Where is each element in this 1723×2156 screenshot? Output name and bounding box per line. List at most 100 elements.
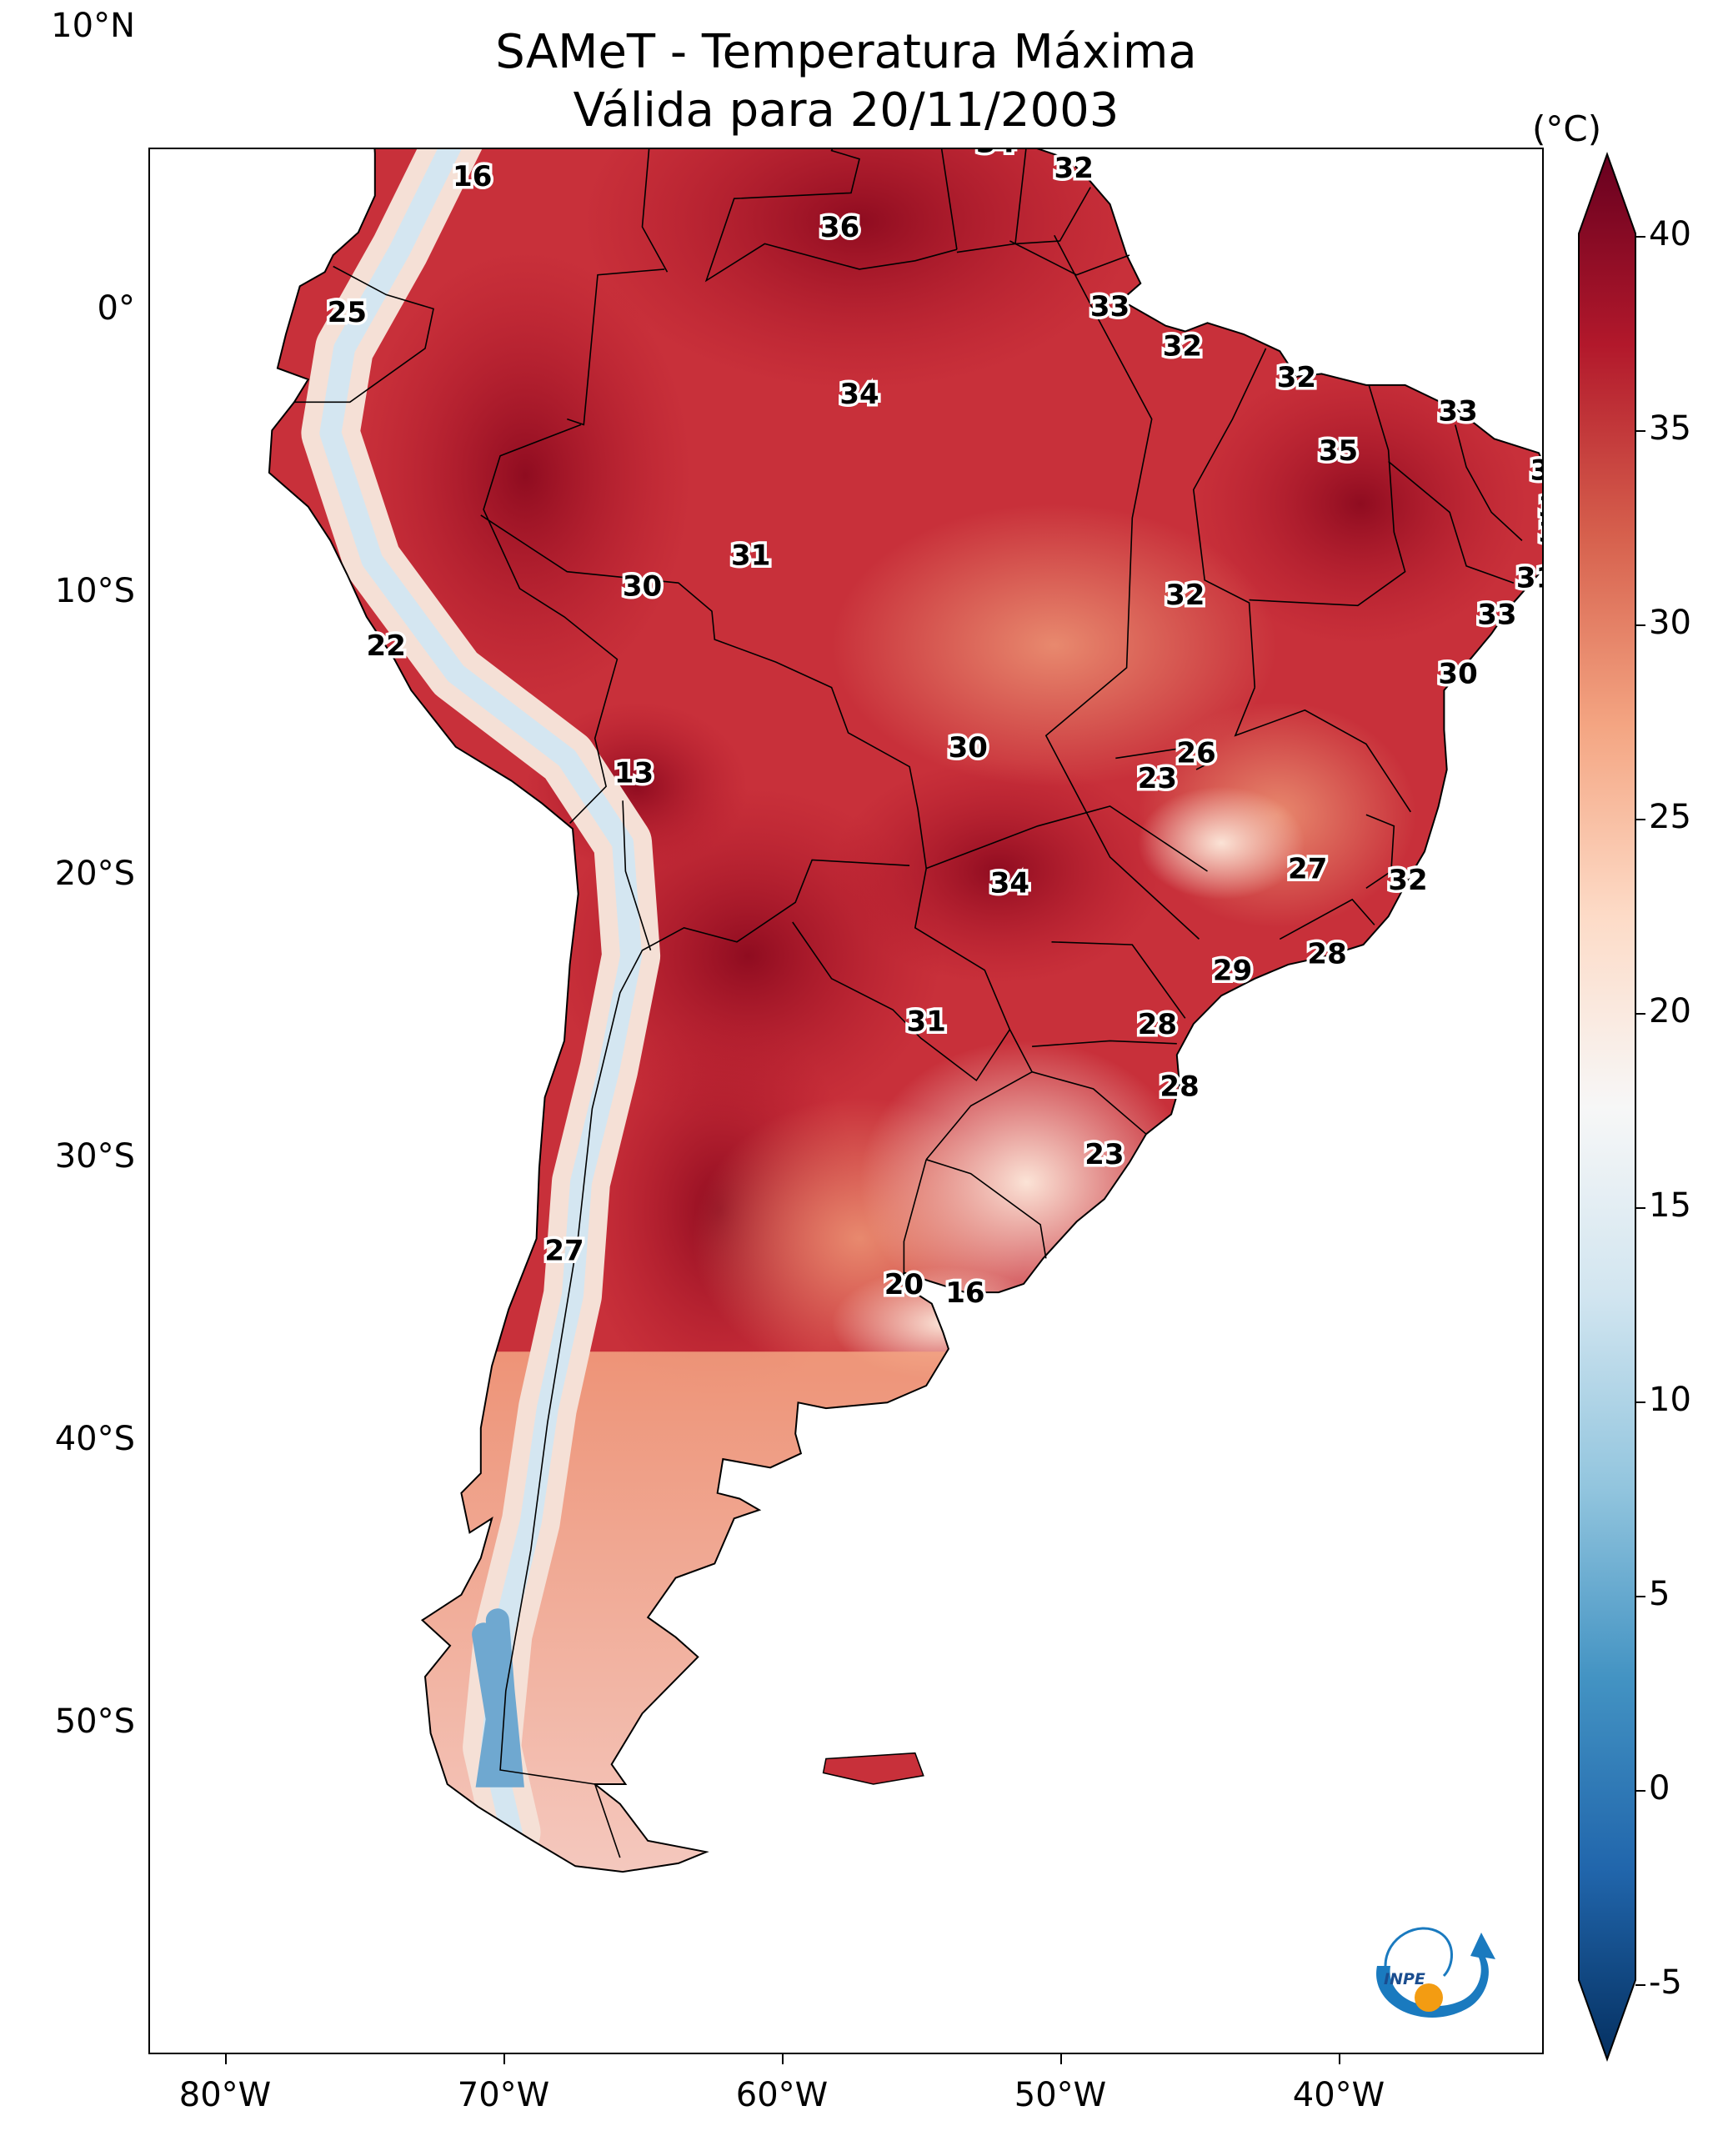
colorbar-tick-label: 30: [1649, 604, 1691, 642]
border-line: [1365, 814, 1395, 889]
logo-sun-icon: [1415, 1983, 1443, 2012]
value-label: 36: [820, 211, 859, 244]
temperature-patch: [1138, 786, 1305, 900]
colorbar-tick-label: 25: [1649, 798, 1691, 836]
value-label: 33: [1090, 290, 1129, 323]
colorbar-tick-label: 40: [1649, 215, 1691, 253]
border-line: [622, 800, 652, 951]
colorbar-tick-label: 20: [1649, 992, 1691, 1030]
longitude-tick-label: 60°W: [735, 2076, 829, 2114]
border-line: [1388, 460, 1515, 584]
colorbar-tick-label: 35: [1649, 409, 1691, 448]
latitude-tick-label: 20°S: [54, 855, 135, 893]
colorbar-tick-mark: [1635, 236, 1645, 238]
value-label: 31: [1516, 561, 1542, 594]
value-label: 13: [614, 756, 654, 790]
value-label: 20: [884, 1268, 924, 1301]
value-label: 34: [976, 149, 1015, 159]
border-line: [294, 265, 434, 404]
value-label: 30: [1530, 454, 1542, 488]
longitude-tick-label: 70°W: [457, 2076, 550, 2114]
border-line: [483, 424, 619, 824]
colorbar-tick-mark: [1635, 1984, 1645, 1986]
colorbar-body: [1578, 152, 1636, 2062]
temperature-map[interactable]: 2916253434323633323432333530313131333130…: [150, 149, 1542, 2053]
colorbar-unit: (°C): [1532, 108, 1602, 149]
temperature-patch: [831, 504, 1277, 787]
colorbar-tick-mark: [1635, 819, 1645, 820]
value-label: 31: [731, 539, 770, 572]
temperature-patch: [358, 249, 693, 702]
value-label: 32: [1054, 152, 1094, 185]
border-line: [480, 514, 927, 869]
border-line: [567, 268, 665, 426]
longitude-tick-mark: [225, 2054, 227, 2064]
value-label: 29: [1213, 955, 1252, 988]
logo-swoosh-icon: [1376, 1933, 1495, 2018]
map-title-line-1: SAMeT - Temperatura Máxima: [495, 25, 1197, 79]
value-label: 33: [1438, 394, 1477, 428]
value-label: 28: [1138, 1008, 1177, 1041]
value-label: 23: [1138, 762, 1177, 795]
border-line: [641, 149, 669, 273]
value-label: 30: [1438, 658, 1477, 691]
value-label: 23: [1084, 1138, 1124, 1171]
border-line: [1279, 898, 1375, 940]
value-label: 22: [367, 629, 406, 663]
islands: [822, 1752, 924, 1785]
longitude-tick-mark: [503, 2054, 505, 2064]
temperature-patch: [1193, 362, 1528, 645]
logo-orbit-icon: [1384, 1927, 1453, 1978]
longitude-tick-mark: [782, 2054, 784, 2064]
border-line: [499, 859, 910, 1785]
colorbar-tick-mark: [1635, 1207, 1645, 1209]
border-line: [1032, 1040, 1177, 1047]
colorbar-tick-label: 10: [1649, 1381, 1691, 1419]
map-title-line-2: Válida para 20/11/2003: [573, 83, 1119, 138]
border-line: [903, 1159, 927, 1273]
longitude-tick-label: 80°W: [178, 2076, 272, 2114]
colorbar-tick-mark: [1635, 624, 1645, 626]
latitude-tick-label: 30°S: [54, 1137, 135, 1176]
value-label: 27: [544, 1234, 584, 1267]
value-label: 16: [453, 160, 492, 193]
value-label: 32: [1163, 330, 1202, 364]
value-label: 27: [1288, 853, 1327, 886]
colorbar-tick-mark: [1635, 1401, 1645, 1403]
border-line: [792, 921, 1011, 1082]
border-line: [1051, 941, 1186, 1019]
value-label: 34: [990, 867, 1029, 900]
border-line: [1009, 240, 1130, 276]
latitude-tick-label: 10°S: [54, 572, 135, 610]
value-label: 33: [1477, 599, 1516, 632]
map-title: SAMeT - Temperatura Máxima Válida para 2…: [150, 23, 1542, 140]
border-line: [594, 1783, 621, 1858]
longitude-tick-label: 50°W: [1014, 2076, 1107, 2114]
border-line: [925, 1159, 1047, 1259]
land-temperature-field: [218, 149, 1542, 1873]
value-label: 34: [839, 378, 879, 411]
colorbar-tick-mark: [1635, 1596, 1645, 1597]
longitude-tick-mark: [1060, 2054, 1062, 2064]
border-line: [1115, 743, 1215, 770]
value-label: 32: [1388, 864, 1427, 897]
colorbar-tick-label: 5: [1649, 1575, 1670, 1613]
border-line: [1044, 234, 1200, 940]
map-frame[interactable]: 2916253434323633323432333530313131333130…: [148, 148, 1544, 2054]
border-line: [925, 805, 1208, 872]
border-line: [1234, 687, 1411, 813]
value-label: 35: [1319, 434, 1358, 468]
value-label: 26: [1176, 737, 1215, 770]
icefield-cold-patch: [472, 1608, 524, 1787]
longitude-tick-mark: [1339, 2054, 1340, 2064]
political-borders: [294, 149, 1523, 1858]
coastline: [268, 149, 1542, 1873]
border-line: [1014, 187, 1091, 245]
value-label: 32: [1277, 361, 1316, 394]
longitude-tick-label: 40°W: [1292, 2076, 1385, 2114]
temperature-patch: [581, 149, 1138, 391]
colorbar-tick-mark: [1635, 430, 1645, 432]
border-line: [704, 149, 958, 283]
colorbar-tick-label: -5: [1649, 1963, 1682, 2002]
value-label: 28: [1160, 1070, 1199, 1104]
